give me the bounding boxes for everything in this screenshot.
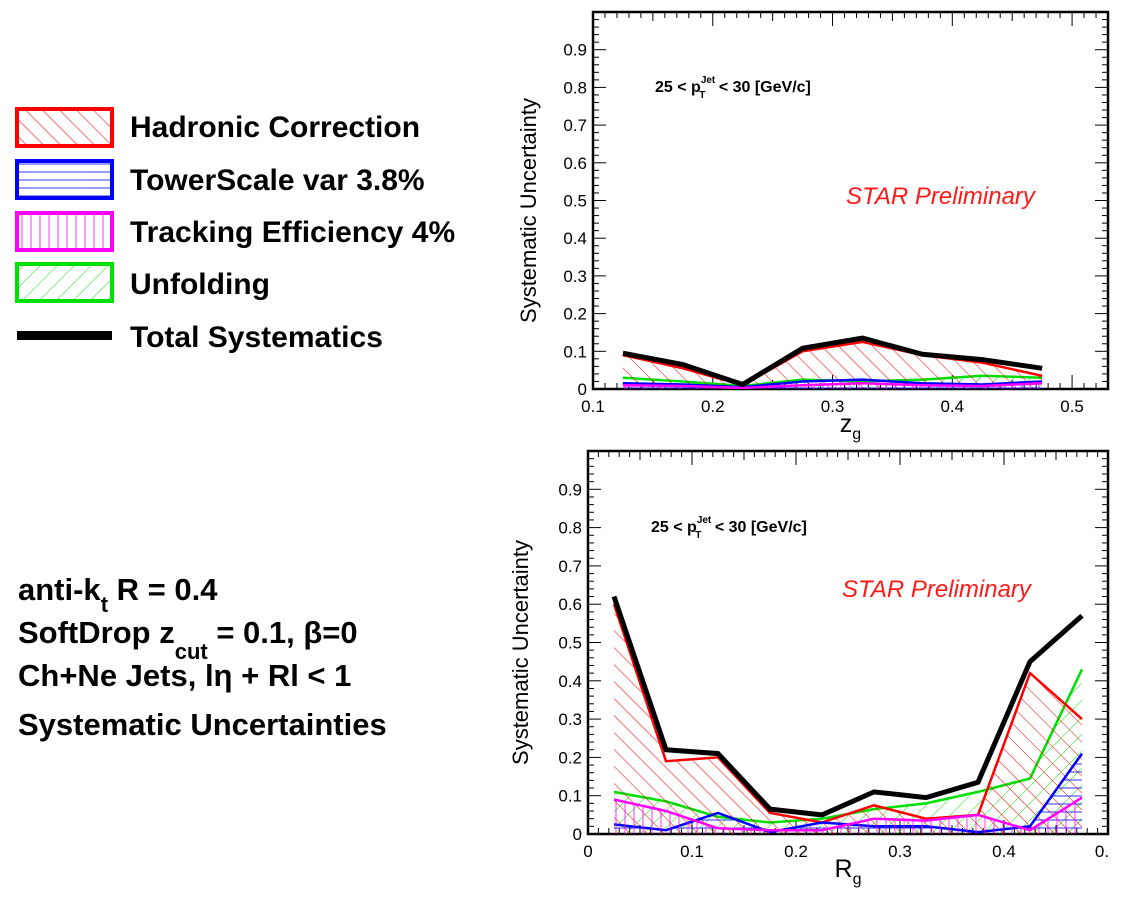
y-tick-label: 0.5 bbox=[563, 192, 587, 211]
y-tick-label: 0.1 bbox=[558, 787, 582, 806]
x-tick-label: 0.1 bbox=[581, 397, 605, 416]
legend-label-unfolding: Unfolding bbox=[130, 268, 270, 301]
x-axis-label: Rg bbox=[835, 855, 862, 888]
x-tick-label: 0. bbox=[1095, 842, 1109, 861]
legend-swatch-towerscale bbox=[15, 159, 114, 200]
legend-item-tracking: Tracking Efficiency 4% bbox=[15, 211, 455, 252]
info-line-algorithm: anti-kt R = 0.4 bbox=[18, 572, 218, 617]
y-tick-label: 0.3 bbox=[558, 710, 582, 729]
series-area-tracking-efficiency-4 bbox=[614, 797, 1082, 834]
series-line-hadronic-correction bbox=[612, 603, 1083, 824]
y-tick-label: 0 bbox=[573, 825, 582, 844]
series-line-towerscale-var-3-8 bbox=[622, 378, 1043, 389]
legend: Hadronic Correction TowerScale var 3.8% … bbox=[15, 107, 455, 354]
info-line-softdrop: SoftDrop zcut = 0.1, β=0 bbox=[18, 615, 358, 664]
y-tick-label: 0 bbox=[578, 380, 587, 399]
series-group bbox=[611, 595, 1084, 834]
y-tick-label: 0.1 bbox=[563, 342, 587, 361]
legend-swatch-unfolding bbox=[15, 262, 114, 303]
series-area-hadronic-correction bbox=[622, 341, 1043, 389]
series-line-total-systematics bbox=[611, 595, 1084, 818]
pt-range-annotation: 25 < pJet T < 30 [GeV/c] bbox=[655, 75, 811, 101]
legend-item-towerscale: TowerScale var 3.8% bbox=[15, 159, 425, 200]
y-tick-label: 0.7 bbox=[558, 557, 582, 576]
x-axis-label: zg bbox=[840, 410, 861, 443]
chart-1: 00.10.20.30.40.50.60.70.80.90.1 0.2 0.3 0.4… bbox=[516, 10, 1110, 443]
x-tick-label: 0.1 bbox=[680, 842, 704, 861]
x-tick-label: 0.3 bbox=[888, 842, 912, 861]
y-tick-label: 0.5 bbox=[558, 634, 582, 653]
legend-label-total: Total Systematics bbox=[130, 321, 383, 354]
series-line-tracking-efficiency-4 bbox=[622, 382, 1043, 389]
y-tick-label: 0.4 bbox=[563, 229, 587, 248]
legend-swatch-tracking bbox=[15, 211, 114, 252]
x-tick-label: 0.3 bbox=[821, 397, 845, 416]
y-tick-label: 0.9 bbox=[563, 41, 587, 60]
y-tick-label: 0.2 bbox=[558, 748, 582, 767]
legend-label-tracking: Tracking Efficiency 4% bbox=[130, 216, 455, 249]
plots: 00.10.20.30.40.50.60.70.80.90.1 0.2 0.3 0.4… bbox=[508, 10, 1110, 888]
y-tick-label: 0.8 bbox=[563, 78, 587, 97]
legend-label-towerscale: TowerScale var 3.8% bbox=[130, 164, 425, 197]
y-tick-label: 0.2 bbox=[563, 305, 587, 324]
x-tick-label: 0.4 bbox=[940, 397, 964, 416]
series-group bbox=[622, 335, 1043, 389]
y-tick-label: 0.6 bbox=[558, 595, 582, 614]
y-tick-label: 0.8 bbox=[558, 519, 582, 538]
y-tick-label: 0.4 bbox=[558, 672, 582, 691]
y-tick-label: 0.9 bbox=[558, 480, 582, 499]
legend-swatch-hadronic bbox=[15, 107, 114, 148]
pt-range-annotation: 25 < pJet T < 30 [GeV/c] bbox=[651, 515, 807, 541]
x-tick-label: 0 bbox=[583, 842, 592, 861]
x-tick-label: 0.2 bbox=[701, 397, 725, 416]
y-tick-label: 0.7 bbox=[563, 116, 587, 135]
legend-label-hadronic: Hadronic Correction bbox=[130, 111, 420, 144]
series-line-hadronic-correction bbox=[622, 340, 1043, 387]
info-line-systematics: Systematic Uncertainties bbox=[18, 707, 387, 742]
series-area-hadronic-correction bbox=[614, 604, 1082, 834]
x-tick-label: 0.4 bbox=[992, 842, 1016, 861]
x-tick-label: 0.5 bbox=[1060, 397, 1084, 416]
legend-item-total: Total Systematics bbox=[17, 321, 383, 354]
x-tick-label: 0.2 bbox=[784, 842, 808, 861]
legend-item-unfolding: Unfolding bbox=[15, 262, 270, 303]
analysis-info: anti-kt R = 0.4 SoftDrop zcut = 0.1, β=0… bbox=[18, 572, 387, 742]
series-line-total-systematics bbox=[622, 335, 1043, 388]
star-preliminary-label: STAR Preliminary bbox=[842, 576, 1033, 603]
legend-swatch-total bbox=[17, 331, 112, 340]
chart-2: 0 0.1 0.2 0.3 0.4 0.5 0.6 0.7 0.8 0.9 0 0.1 0.2 0.3 0.… bbox=[508, 449, 1110, 888]
legend-item-hadronic: Hadronic Correction bbox=[15, 107, 420, 148]
info-line-jets: Ch+Ne Jets, lη + Rl < 1 bbox=[18, 658, 351, 693]
series-line-tracking-efficiency-4 bbox=[613, 796, 1083, 832]
y-tick-label: 0.6 bbox=[563, 154, 587, 173]
y-tick-label: 0.3 bbox=[563, 267, 587, 286]
y-axis-label: Systematic Uncertainty bbox=[516, 98, 541, 323]
star-preliminary-label: STAR Preliminary bbox=[846, 183, 1037, 210]
y-axis-label: Systematic Uncertainty bbox=[508, 540, 533, 765]
